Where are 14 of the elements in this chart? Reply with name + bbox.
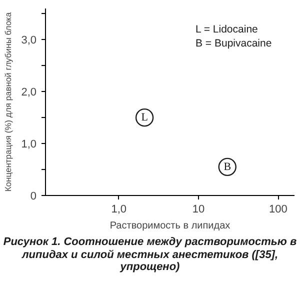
y-tick-label: 3,0 xyxy=(21,34,37,47)
y-tick-label: 1,0 xyxy=(21,138,37,151)
x-tick-label: 1,0 xyxy=(111,204,127,216)
x-axis-title: Растворимость в липидах xyxy=(110,220,230,232)
text: Рисунок 1. Соотношение между растворимостью в липидах и силой местных анестетиков ([35], упрощено) xyxy=(2,236,298,274)
annotation: B = Bupivacaine xyxy=(196,38,272,50)
y-axis-title: Концентрация (%) для равной глубины блока xyxy=(3,12,14,192)
annotation: L = Lidocaine xyxy=(196,24,258,36)
x-tick-label: 10 xyxy=(192,204,205,216)
x-tick-label: 100 xyxy=(269,204,288,216)
y-tick-label: 0 xyxy=(30,190,37,202)
data-label: B xyxy=(224,160,232,173)
y-tick-label: 2,0 xyxy=(21,86,37,99)
data-label: L xyxy=(141,112,148,124)
